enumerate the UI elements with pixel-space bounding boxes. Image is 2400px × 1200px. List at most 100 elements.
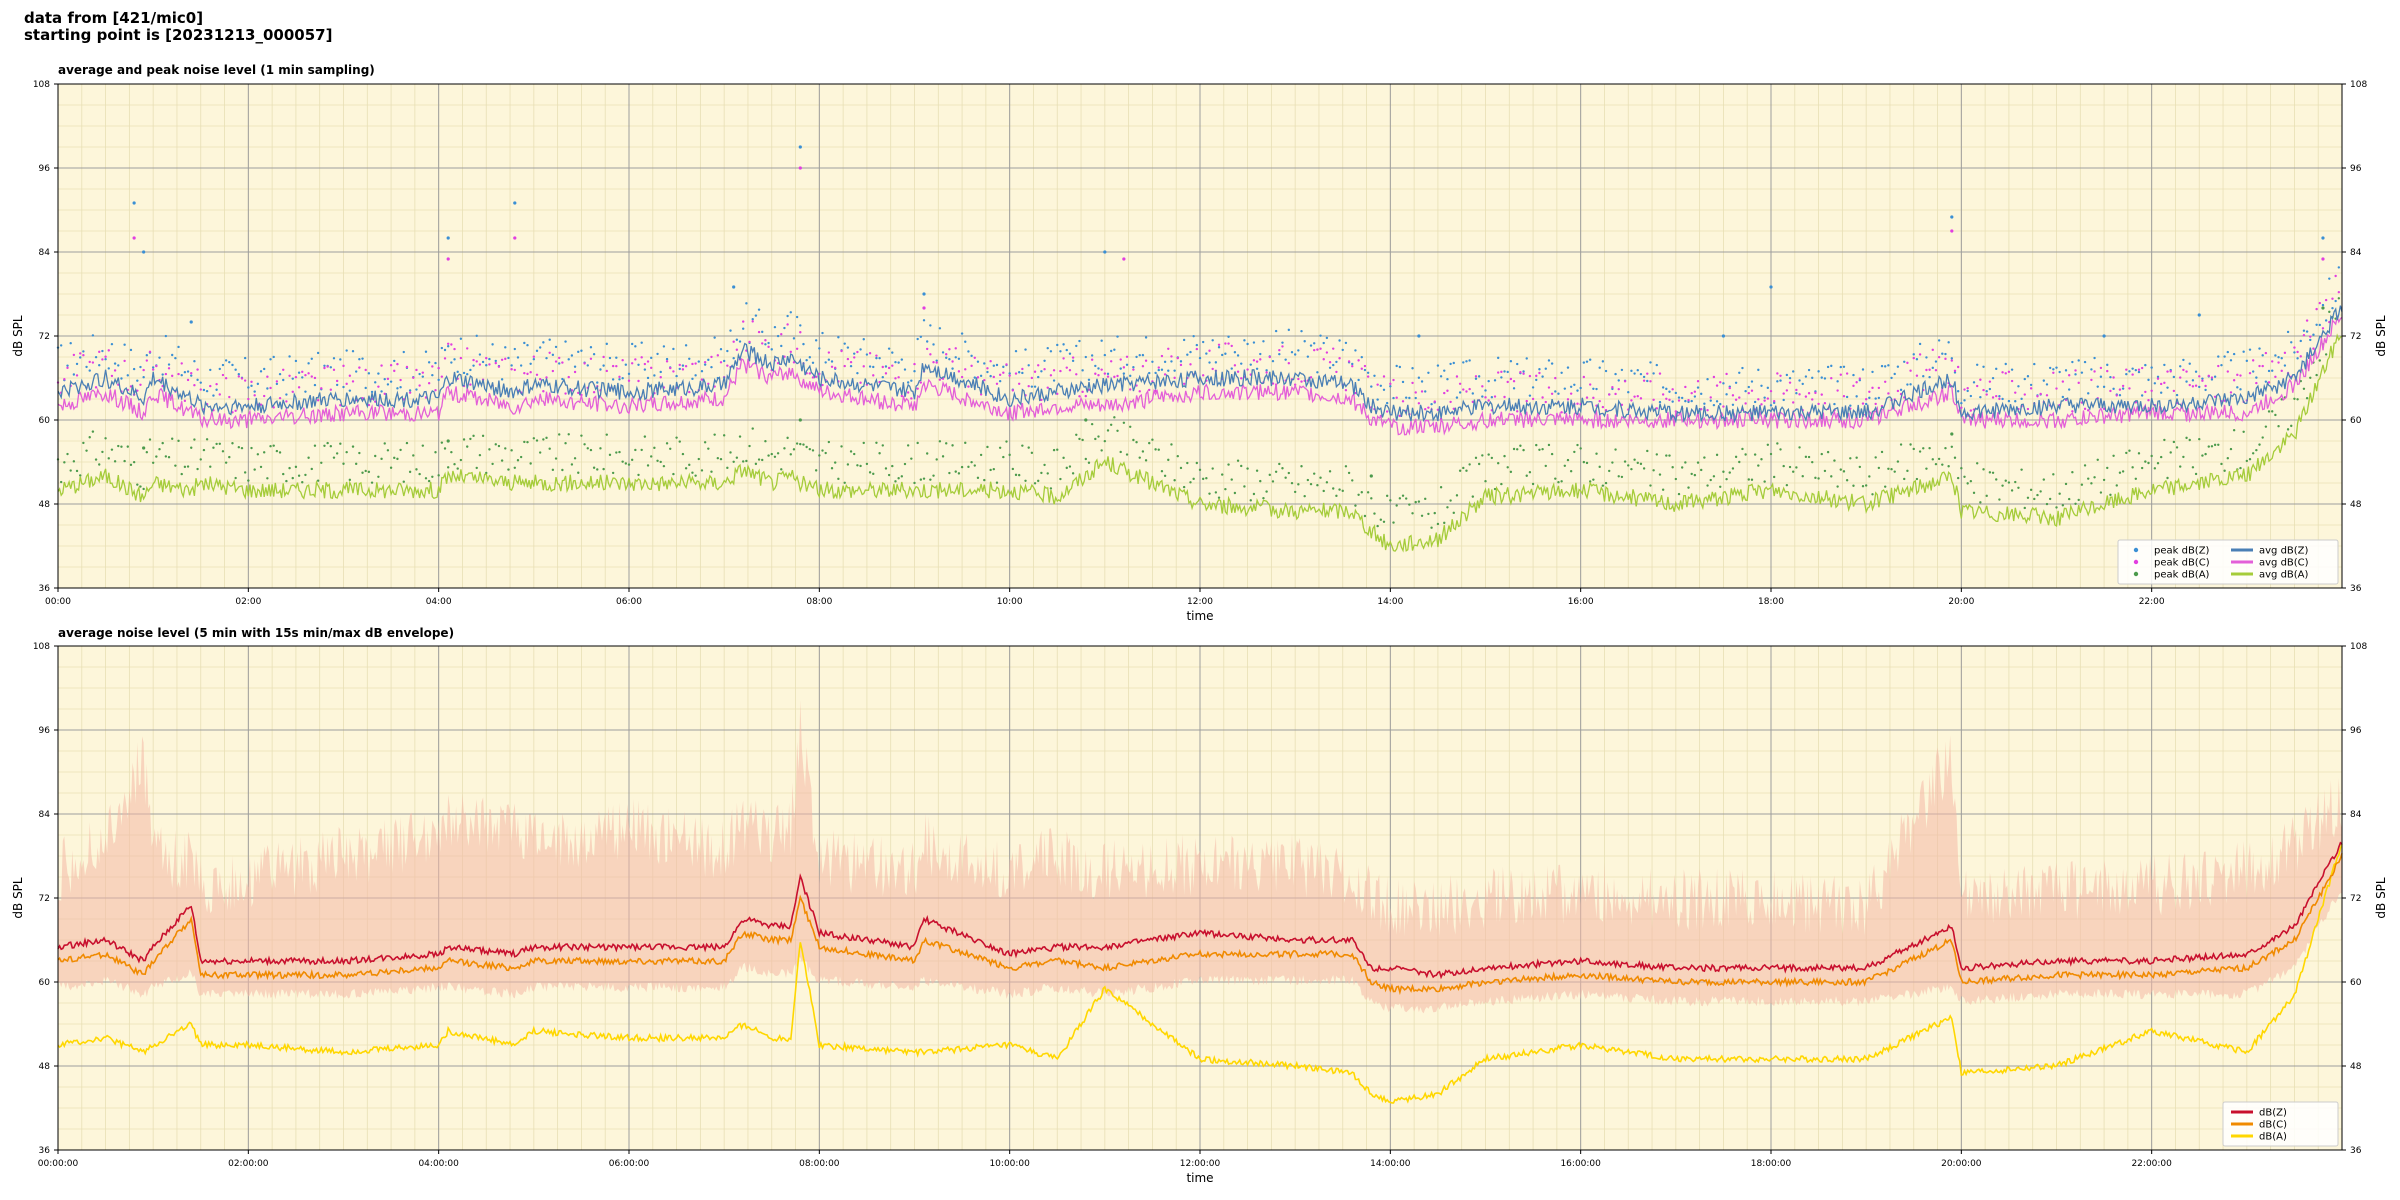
peak-point <box>1830 377 1832 379</box>
peak-point <box>621 460 623 462</box>
peak-point <box>650 455 652 457</box>
peak-point <box>1874 456 1876 458</box>
peak-point <box>2093 476 2095 478</box>
peak-point <box>2036 494 2038 496</box>
peak-point <box>1583 461 1585 463</box>
peak-point <box>536 350 538 352</box>
peak-point <box>574 371 576 373</box>
peak-point <box>2052 368 2054 370</box>
peak-point <box>764 440 766 442</box>
peak-point <box>2319 359 2321 361</box>
peak-point <box>1576 403 1578 405</box>
peak-point <box>1386 410 1388 412</box>
peak-point <box>875 354 877 356</box>
peak-point <box>1763 480 1765 482</box>
peak-point <box>656 460 658 462</box>
peak-point <box>920 336 922 338</box>
peak-point <box>1316 371 1318 373</box>
peak-point <box>380 390 382 392</box>
legend: peak dB(Z)peak dB(C)peak dB(A)avg dB(Z)a… <box>2118 540 2338 584</box>
peak-point <box>298 475 300 477</box>
peak-point <box>66 364 68 366</box>
peak-point <box>209 466 211 468</box>
peak-point <box>1811 377 1813 379</box>
peak-point <box>961 466 963 468</box>
peak-point <box>1129 388 1131 390</box>
peak-point <box>380 458 382 460</box>
peak-point <box>203 389 205 391</box>
peak-point <box>133 368 135 370</box>
peak-point <box>1640 463 1642 465</box>
peak-point <box>2281 357 2283 359</box>
peak-point <box>1002 366 1004 368</box>
peak-point <box>1437 364 1439 366</box>
peak-point <box>1878 397 1880 399</box>
peak-point <box>799 331 801 333</box>
peak-point <box>897 376 899 378</box>
peak-point <box>837 336 839 338</box>
peak-point <box>1649 380 1651 382</box>
peak-point <box>171 438 173 440</box>
peak-point <box>1846 372 1848 374</box>
peak-point <box>1973 492 1975 494</box>
peak-point <box>285 400 287 402</box>
peak-point <box>1782 465 1784 467</box>
peak-point <box>1773 400 1775 402</box>
peak-point <box>193 438 195 440</box>
peak-point <box>571 354 573 356</box>
peak-point <box>288 355 290 357</box>
peak-point <box>1037 480 1039 482</box>
peak-point <box>190 374 192 376</box>
peak-point <box>1541 375 1543 377</box>
peak-point <box>761 331 763 333</box>
peak-point <box>2185 370 2187 372</box>
peak-point <box>510 368 512 370</box>
peak-point <box>2255 376 2257 378</box>
peak-point <box>244 471 246 473</box>
peak-point <box>269 358 271 360</box>
peak-point <box>828 358 830 360</box>
peak-point <box>1465 390 1467 392</box>
peak-point <box>1145 360 1147 362</box>
peak-point <box>1589 359 1591 361</box>
peak-point <box>1970 395 1972 397</box>
x-tick-label: 14:00 <box>1377 597 1403 607</box>
peak-point <box>206 390 208 392</box>
peak-point <box>1034 385 1036 387</box>
peak-point <box>2271 410 2273 412</box>
peak-point <box>1468 359 1470 361</box>
peak-point <box>1167 348 1169 350</box>
peak-point <box>498 366 500 368</box>
peak-point <box>1202 374 1204 376</box>
peak-point <box>758 308 760 310</box>
peak-point <box>1516 448 1518 450</box>
peak-point <box>333 456 335 458</box>
peak-point <box>1059 478 1061 480</box>
peak-point <box>1126 453 1128 455</box>
peak-point <box>355 463 357 465</box>
peak-point <box>1789 466 1791 468</box>
peak-point <box>660 376 662 378</box>
peak-point <box>568 358 570 360</box>
peak-point <box>1395 365 1397 367</box>
peak-outlier <box>799 145 802 148</box>
peak-point <box>1278 349 1280 351</box>
peak-point <box>1966 482 1968 484</box>
peak-point <box>2100 491 2102 493</box>
peak-point <box>399 386 401 388</box>
peak-point <box>1976 364 1978 366</box>
peak-point <box>1050 374 1052 376</box>
peak-point <box>1383 375 1385 377</box>
peak-point <box>1833 403 1835 405</box>
peak-point <box>1487 399 1489 401</box>
peak-point <box>574 365 576 367</box>
peak-point <box>1123 422 1125 424</box>
peak-point <box>2144 364 2146 366</box>
peak-point <box>2116 394 2118 396</box>
peak-point <box>564 392 566 394</box>
peak-point <box>1767 444 1769 446</box>
peak-point <box>1706 484 1708 486</box>
peak-point <box>1015 350 1017 352</box>
peak-point <box>1335 495 1337 497</box>
peak-point <box>618 451 620 453</box>
